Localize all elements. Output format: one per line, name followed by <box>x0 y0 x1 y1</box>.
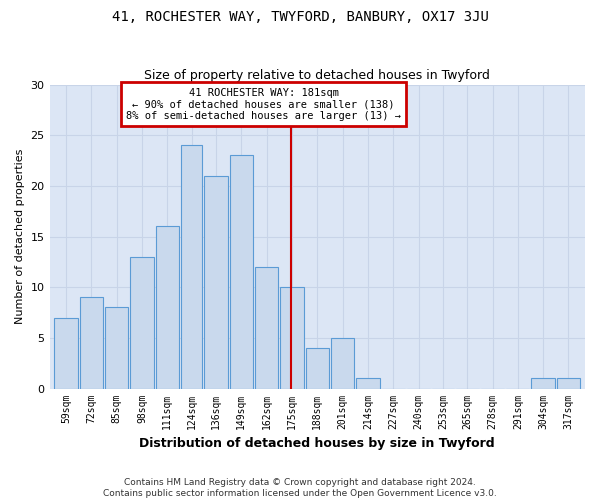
Bar <box>280 287 304 388</box>
X-axis label: Distribution of detached houses by size in Twyford: Distribution of detached houses by size … <box>139 437 495 450</box>
Text: Contains HM Land Registry data © Crown copyright and database right 2024.
Contai: Contains HM Land Registry data © Crown c… <box>103 478 497 498</box>
Bar <box>230 156 253 388</box>
Text: 41 ROCHESTER WAY: 181sqm
← 90% of detached houses are smaller (138)
8% of semi-d: 41 ROCHESTER WAY: 181sqm ← 90% of detach… <box>126 88 401 121</box>
Y-axis label: Number of detached properties: Number of detached properties <box>15 149 25 324</box>
Bar <box>181 146 202 388</box>
Bar <box>557 378 580 388</box>
Bar <box>55 318 78 388</box>
Title: Size of property relative to detached houses in Twyford: Size of property relative to detached ho… <box>145 69 490 82</box>
Bar <box>532 378 555 388</box>
Bar <box>305 348 329 389</box>
Bar <box>205 176 227 388</box>
Bar <box>356 378 380 388</box>
Text: 41, ROCHESTER WAY, TWYFORD, BANBURY, OX17 3JU: 41, ROCHESTER WAY, TWYFORD, BANBURY, OX1… <box>112 10 488 24</box>
Bar <box>155 226 179 388</box>
Bar <box>255 267 278 388</box>
Bar <box>130 257 154 388</box>
Bar <box>331 338 354 388</box>
Bar <box>80 298 103 388</box>
Bar <box>105 308 128 388</box>
